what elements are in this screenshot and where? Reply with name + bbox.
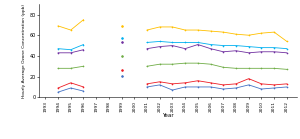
75th Percentile <box>82 49 85 51</box>
75th Percentile <box>56 52 60 54</box>
Line: 50th Percentile: 50th Percentile <box>57 65 84 69</box>
Line: 5th Percentile: 5th Percentile <box>57 87 84 93</box>
5th Percentile <box>69 87 73 89</box>
50th Percentile <box>82 65 85 67</box>
95th Percentile <box>56 48 60 49</box>
Line: 10th Percentile: 10th Percentile <box>57 82 84 89</box>
10th Percentile <box>56 87 60 89</box>
10th Percentile <box>69 82 73 84</box>
99th Percentile <box>56 25 60 27</box>
50th Percentile <box>69 68 73 69</box>
10th Percentile <box>82 86 85 88</box>
50th Percentile <box>56 68 60 69</box>
Y-axis label: Hourly Average Ozone Concentration (ppb): Hourly Average Ozone Concentration (ppb) <box>22 4 26 98</box>
X-axis label: Year: Year <box>162 113 174 118</box>
95th Percentile <box>82 44 85 45</box>
75th Percentile <box>69 52 73 54</box>
5th Percentile <box>82 90 85 92</box>
Line: 95th Percentile: 95th Percentile <box>57 44 84 51</box>
Line: 75th Percentile: 75th Percentile <box>57 49 84 54</box>
Line: 99th Percentile: 99th Percentile <box>57 19 84 31</box>
95th Percentile <box>69 49 73 51</box>
99th Percentile <box>82 19 85 21</box>
99th Percentile <box>69 29 73 31</box>
5th Percentile <box>56 91 60 93</box>
